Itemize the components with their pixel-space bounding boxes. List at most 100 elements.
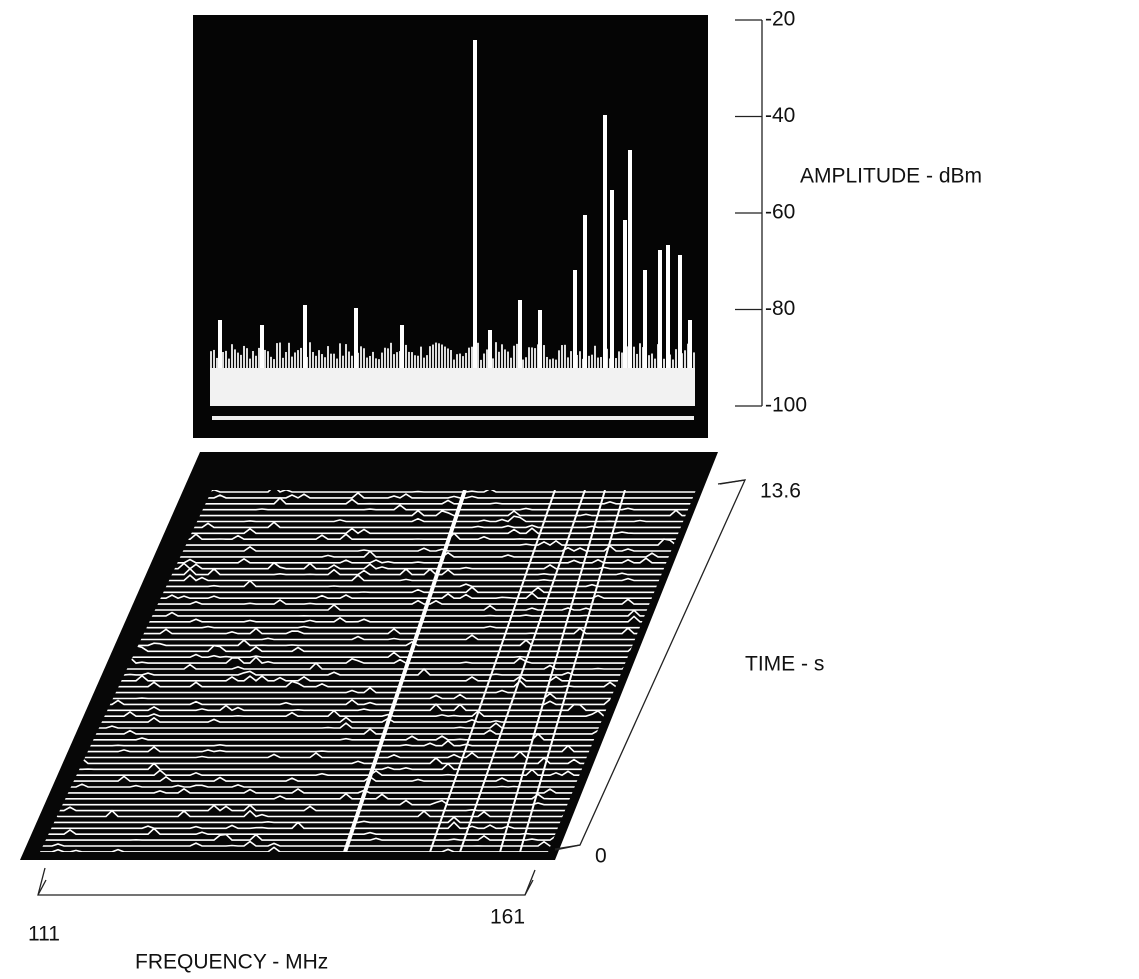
noise	[498, 351, 500, 368]
noise	[486, 349, 488, 368]
noise	[396, 352, 398, 368]
spike	[573, 270, 577, 368]
noise	[495, 342, 497, 368]
spike	[643, 270, 647, 368]
streak	[519, 490, 626, 852]
streak	[459, 490, 586, 852]
noise	[375, 358, 377, 368]
noise	[348, 351, 350, 368]
noise	[288, 342, 290, 368]
time-tick	[719, 479, 746, 485]
noise	[414, 355, 416, 368]
spike	[260, 325, 264, 368]
time-tick-label: 0	[595, 845, 607, 868]
noise	[435, 342, 437, 368]
sweep-line	[40, 686, 696, 694]
noise	[228, 358, 230, 368]
noise	[510, 357, 512, 368]
noise	[561, 345, 563, 368]
noise	[234, 349, 236, 368]
noise	[393, 354, 395, 368]
noise	[528, 347, 530, 368]
noise	[618, 351, 620, 368]
noise	[654, 358, 656, 368]
noise	[552, 358, 554, 368]
noise	[597, 357, 599, 368]
noise	[513, 345, 515, 368]
spike	[623, 220, 627, 368]
noise	[570, 351, 572, 368]
noise	[633, 346, 635, 368]
noise	[453, 359, 455, 368]
sweep-line	[40, 692, 696, 700]
noise	[321, 354, 323, 368]
noise	[522, 359, 524, 368]
sweep-line	[40, 667, 696, 676]
sweep-line	[40, 621, 696, 629]
amplitude-tick-label: -40	[765, 104, 795, 127]
noise	[663, 358, 665, 368]
noise	[636, 353, 638, 368]
noise	[483, 353, 485, 368]
noise	[273, 359, 275, 368]
amplitude-tick-label: -100	[765, 394, 807, 417]
noise	[471, 346, 473, 368]
spike	[688, 320, 692, 368]
noise	[432, 344, 434, 368]
time-tick	[554, 844, 581, 850]
noise	[594, 345, 596, 368]
noise	[555, 359, 557, 368]
noise	[411, 352, 413, 368]
noise	[417, 355, 419, 368]
noise	[450, 350, 452, 368]
noise	[408, 351, 410, 368]
sweep-line	[40, 739, 696, 747]
noise	[480, 359, 482, 368]
noise	[243, 345, 245, 368]
noise	[351, 355, 353, 368]
noise	[342, 355, 344, 368]
sweep-line	[40, 674, 696, 682]
noise	[501, 344, 503, 368]
noise	[525, 357, 527, 368]
noise	[468, 347, 470, 368]
noise	[327, 346, 329, 368]
time-tick-label: 13.6	[760, 480, 801, 503]
noise	[360, 346, 362, 368]
sweep-line	[40, 639, 696, 647]
baseline	[212, 416, 694, 420]
spike	[583, 215, 587, 368]
noise	[330, 353, 332, 368]
spectrum-trace	[210, 40, 695, 420]
noise	[267, 351, 269, 368]
spike	[354, 308, 358, 368]
noise	[504, 349, 506, 368]
spike	[628, 150, 632, 368]
noise	[543, 345, 545, 368]
noise	[390, 342, 392, 368]
spike	[666, 245, 670, 368]
noise	[672, 359, 674, 368]
spike	[488, 330, 492, 368]
sweep-line	[40, 644, 696, 653]
noise	[249, 358, 251, 368]
noise	[651, 353, 653, 368]
noise	[300, 347, 302, 368]
noise	[264, 349, 266, 368]
noise	[366, 357, 368, 368]
noise	[429, 346, 431, 368]
noise	[279, 342, 281, 368]
noise	[222, 352, 224, 368]
noise	[339, 343, 341, 368]
noise	[312, 351, 314, 368]
streak	[499, 490, 606, 852]
noise	[369, 355, 371, 368]
noise	[516, 343, 518, 368]
spike	[400, 325, 404, 368]
frequency-tick	[37, 879, 47, 896]
noise	[372, 351, 374, 368]
noise	[579, 351, 581, 368]
noise	[693, 352, 695, 368]
spike	[473, 40, 477, 368]
